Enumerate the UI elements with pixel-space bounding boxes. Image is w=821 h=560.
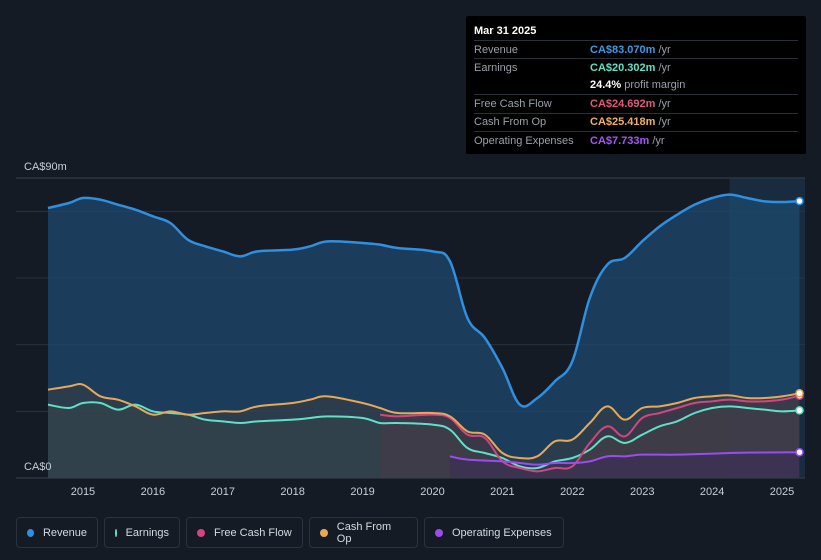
legend-dot-icon (197, 528, 205, 537)
legend-item-earnings[interactable]: Earnings (104, 517, 180, 548)
tooltip-row-unit: /yr (652, 134, 665, 147)
tooltip-row-unit: /yr (658, 116, 671, 129)
x-tick-label: 2018 (280, 486, 304, 498)
cash-from-op-endpoint (795, 389, 804, 398)
tooltip-date: Mar 31 2025 (474, 25, 537, 37)
tooltip-row: Cash From Op CA$25.418m/yr (474, 112, 798, 131)
legend-dot-icon (435, 528, 443, 537)
revenue-line (47, 193, 800, 408)
legend-dot-icon (27, 528, 34, 537)
cash-from-op-area (48, 384, 800, 478)
x-tick-label: 2021 (490, 486, 514, 498)
x-tick-label: 2015 (71, 486, 95, 498)
tooltip-row-value: 24.4% (590, 79, 622, 92)
legend-label: Operating Expenses (452, 526, 552, 539)
legend-label: Free Cash Flow (214, 526, 292, 539)
tooltip-row-label: Revenue (474, 43, 519, 56)
tooltip-row: 24.4% profit margin (474, 77, 798, 94)
tooltip-row-value: CA$24.692m (590, 97, 656, 110)
legend-label: Cash From Op (336, 520, 392, 545)
legend-dot-icon (320, 528, 328, 537)
x-tick-label: 2019 (350, 486, 374, 498)
tooltip-row-value: CA$20.302m (590, 62, 656, 75)
cash-from-op-line (47, 383, 800, 460)
x-tick-label: 2017 (211, 486, 235, 498)
x-tick-label: 2022 (560, 486, 584, 498)
tooltip-row-label: Free Cash Flow (474, 97, 552, 110)
x-tick-label: 2016 (141, 486, 165, 498)
x-tick-label: 2024 (700, 486, 724, 498)
tooltip-row-value: CA$83.070m (590, 43, 656, 56)
tooltip-row-unit: /yr (658, 62, 671, 75)
legend-item-cash-from-op[interactable]: Cash From Op (309, 517, 418, 548)
legend-item-operating-expenses[interactable]: Operating Expenses (424, 517, 564, 548)
legend-label: Earnings (125, 526, 169, 539)
tooltip-row: Earnings CA$20.302m/yr (474, 58, 798, 76)
tooltip-row: Revenue CA$83.070m/yr (474, 40, 798, 58)
x-tick-label: 2020 (420, 486, 444, 498)
tooltip-row-value: CA$7.733m (590, 134, 650, 147)
tooltip-row-label: Cash From Op (474, 116, 547, 129)
earnings-endpoint (795, 406, 804, 415)
revenue-endpoint (795, 196, 804, 206)
tooltip-row-label: Earnings (474, 62, 518, 75)
tooltip-panel: Mar 31 2025 Revenue CA$83.070m/yr Earnings… (466, 16, 806, 154)
legend-item-revenue[interactable]: Revenue (16, 517, 98, 548)
tooltip-row-unit: /yr (658, 43, 671, 56)
tooltip-row-unit: profit margin (624, 79, 686, 92)
tooltip-row-label: Operating Expenses (474, 134, 574, 147)
tooltip-row-value: CA$25.418m (590, 116, 656, 129)
legend-label: Revenue (42, 526, 87, 539)
x-tick-label: 2023 (630, 486, 654, 498)
free-cash-flow-line (379, 394, 800, 473)
operating-expenses-line (449, 451, 800, 466)
legend-item-free-cash-flow[interactable]: Free Cash Flow (186, 517, 303, 548)
operating-expenses-endpoint (795, 447, 804, 457)
y-axis-bottom-label: CA$0 (24, 461, 52, 473)
x-tick-label: 2025 (770, 486, 794, 498)
tooltip-row-unit: /yr (658, 97, 671, 110)
y-axis-top-label: CA$90m (24, 161, 67, 173)
legend-dot-icon (115, 528, 117, 537)
tooltip-row: Free Cash Flow CA$24.692m/yr (474, 94, 798, 112)
tooltip-row: Operating Expenses CA$7.733m/yr (474, 130, 798, 149)
